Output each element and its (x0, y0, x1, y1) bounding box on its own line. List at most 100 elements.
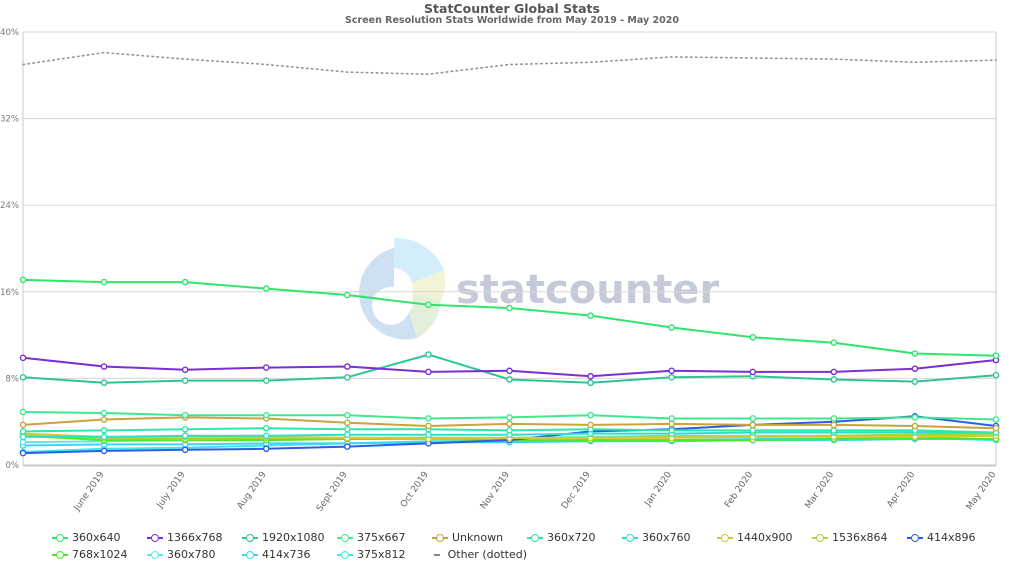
data-point[interactable] (587, 421, 594, 429)
data-point[interactable] (425, 301, 432, 309)
data-point[interactable] (181, 432, 189, 440)
legend-marker-icon (527, 533, 543, 543)
data-point[interactable] (19, 421, 27, 429)
legend-item-1536x864[interactable]: 1536x864 (812, 531, 907, 544)
data-point[interactable] (668, 374, 675, 381)
data-point[interactable] (19, 438, 27, 446)
data-point[interactable] (19, 449, 27, 457)
data-point[interactable] (262, 445, 270, 453)
legend-item-unknown[interactable]: Unknown (432, 531, 527, 544)
data-point[interactable] (19, 428, 27, 435)
data-point[interactable] (668, 367, 675, 375)
data-point[interactable] (344, 419, 351, 427)
data-point[interactable] (425, 351, 432, 358)
data-point[interactable] (506, 427, 513, 434)
data-point[interactable] (749, 415, 757, 422)
data-point[interactable] (911, 414, 919, 421)
data-point[interactable] (100, 278, 108, 286)
data-point[interactable] (749, 368, 757, 376)
data-point[interactable] (992, 371, 1000, 379)
data-point[interactable] (911, 422, 919, 430)
data-point[interactable] (100, 363, 108, 370)
data-point[interactable] (181, 366, 189, 374)
data-point[interactable] (344, 374, 351, 381)
data-point[interactable] (830, 339, 838, 346)
data-point[interactable] (830, 427, 838, 434)
data-point[interactable] (830, 368, 838, 376)
data-point[interactable] (992, 416, 1000, 423)
data-point[interactable] (587, 379, 594, 387)
data-point[interactable] (262, 285, 270, 292)
data-point[interactable] (262, 411, 270, 419)
data-point[interactable] (100, 409, 108, 417)
data-point[interactable] (506, 420, 513, 428)
data-point[interactable] (344, 411, 351, 419)
data-point[interactable] (19, 354, 27, 362)
legend-item-360x640[interactable]: 360x640 (52, 531, 147, 544)
data-point[interactable] (830, 415, 838, 422)
data-point[interactable] (506, 367, 513, 375)
data-point[interactable] (181, 377, 189, 384)
data-point[interactable] (19, 374, 27, 381)
data-point[interactable] (425, 431, 432, 438)
data-point[interactable] (100, 379, 108, 387)
data-point[interactable] (100, 447, 108, 455)
legend-item-375x667[interactable]: 375x667 (337, 531, 432, 544)
data-point[interactable] (425, 415, 432, 422)
data-point[interactable] (344, 425, 351, 433)
data-point[interactable] (668, 415, 675, 422)
data-point[interactable] (506, 304, 513, 312)
legend-item-1366x768[interactable]: 1366x768 (147, 531, 242, 544)
data-point[interactable] (344, 291, 351, 299)
data-point[interactable] (181, 278, 189, 286)
legend-item-360x780[interactable]: 360x780 (147, 548, 242, 561)
legend-label: 360x640 (72, 531, 121, 544)
data-point[interactable] (100, 433, 108, 441)
data-point[interactable] (344, 443, 351, 450)
data-point[interactable] (668, 420, 675, 428)
legend-item-414x896[interactable]: 414x896 (907, 531, 1002, 544)
data-point[interactable] (425, 422, 432, 430)
data-point[interactable] (668, 427, 675, 434)
data-point[interactable] (587, 372, 594, 380)
data-point[interactable] (19, 433, 27, 441)
data-point[interactable] (506, 376, 513, 383)
y-tick-label: 8% (6, 374, 20, 384)
data-point[interactable] (830, 376, 838, 383)
data-point[interactable] (344, 363, 351, 370)
data-point[interactable] (749, 427, 757, 434)
data-point[interactable] (506, 414, 513, 421)
legend-item-768x1024[interactable]: 768x1024 (52, 548, 147, 561)
data-point[interactable] (992, 424, 1000, 432)
legend-item-375x812[interactable]: 375x812 (337, 548, 432, 561)
legend-item-360x760[interactable]: 360x760 (622, 531, 717, 544)
data-point[interactable] (911, 350, 919, 357)
data-point[interactable] (830, 421, 838, 429)
data-point[interactable] (911, 365, 919, 372)
legend-item-360x720[interactable]: 360x720 (527, 531, 622, 544)
legend-item-1440x900[interactable]: 1440x900 (717, 531, 812, 544)
data-point[interactable] (587, 312, 594, 319)
data-point[interactable] (668, 324, 675, 331)
data-point[interactable] (19, 276, 27, 284)
data-point[interactable] (749, 333, 757, 341)
legend-item-1920x1080[interactable]: 1920x1080 (242, 531, 337, 544)
data-point[interactable] (19, 408, 27, 416)
data-point[interactable] (181, 425, 189, 433)
data-point[interactable] (100, 427, 108, 434)
data-point[interactable] (262, 364, 270, 371)
legend-item-414x736[interactable]: 414x736 (242, 548, 337, 561)
data-point[interactable] (911, 378, 919, 385)
data-point[interactable] (425, 368, 432, 376)
data-point[interactable] (100, 416, 108, 423)
data-point[interactable] (749, 421, 757, 429)
data-point[interactable] (262, 377, 270, 384)
data-point[interactable] (344, 431, 351, 438)
data-point[interactable] (181, 411, 189, 419)
data-point[interactable] (992, 352, 1000, 359)
data-point[interactable] (181, 446, 189, 454)
legend-item-other-dotted-[interactable]: Other (dotted) (432, 548, 527, 561)
data-point[interactable] (262, 424, 270, 432)
data-point[interactable] (587, 411, 594, 419)
data-point[interactable] (262, 432, 270, 440)
